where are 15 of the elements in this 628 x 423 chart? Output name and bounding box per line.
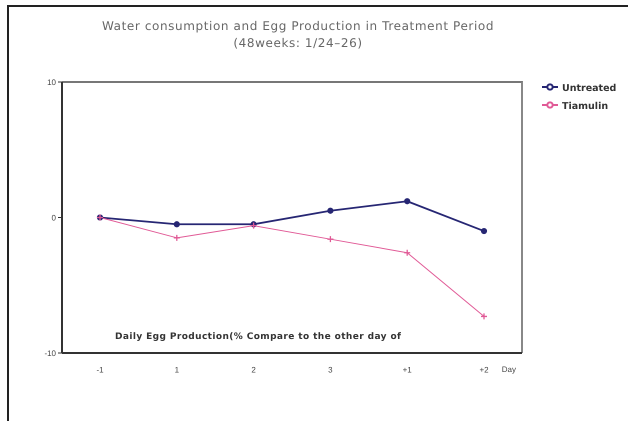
x-tick-label: 2 — [251, 366, 256, 375]
x-tick-label: +2 — [479, 366, 490, 375]
legend-label: Tiamulin — [562, 101, 608, 112]
chart-subtitle: (48weeks: 1/24–26) — [232, 36, 364, 51]
x-tick-label: 1 — [174, 366, 180, 375]
legend-label: Untreated — [562, 83, 616, 94]
chart-title: Water consumption and Egg Production in Treatment Period — [100, 19, 496, 34]
x-axis-title: Day — [502, 365, 516, 374]
y-tick-label: -10 — [44, 348, 57, 358]
y-tick-label: 0 — [52, 213, 57, 222]
y-tick-label: 10 — [47, 78, 57, 87]
x-tick-label: -1 — [96, 366, 104, 375]
x-tick-label: 3 — [328, 366, 334, 375]
annotation: Daily Egg Production(% Compare to the other day of — [115, 331, 402, 343]
x-tick-label: +1 — [402, 366, 412, 375]
